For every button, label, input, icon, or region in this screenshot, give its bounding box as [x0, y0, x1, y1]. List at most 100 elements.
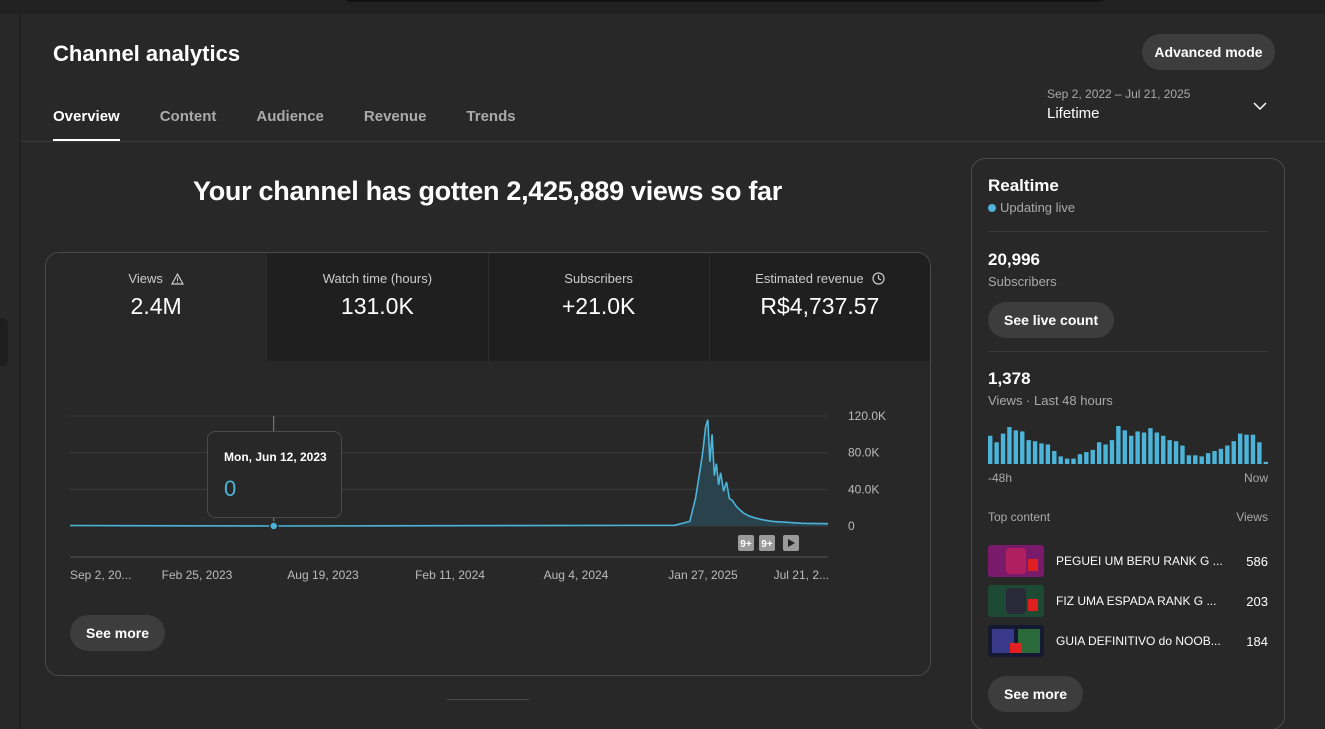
metric-label: Watch time (hours): [322, 271, 433, 286]
metric-label: Subscribers: [564, 271, 633, 286]
sidebar-divider: [19, 14, 21, 729]
realtime-views-bar-chart[interactable]: [988, 424, 1270, 464]
metric-subscribers[interactable]: Subscribers +21.0K: [487, 253, 709, 361]
realtime-bar: [994, 442, 999, 464]
live-dot-icon: [988, 203, 996, 212]
realtime-bar: [1000, 433, 1006, 464]
metric-revenue[interactable]: Estimated revenue R$4,737.57: [708, 253, 930, 361]
realtime-bar: [1026, 440, 1031, 464]
video-title[interactable]: PEGUEI UM BERU RANK G ...: [1056, 554, 1223, 568]
realtime-bar: [1020, 431, 1025, 464]
metric-label: Views: [128, 271, 163, 286]
realtime-bar: [1231, 441, 1236, 464]
realtime-bar: [1103, 444, 1108, 464]
video-thumbnail[interactable]: [988, 625, 1044, 657]
y-tick-label: 120.0K: [848, 409, 886, 423]
x-tick-label: Jan 27, 2025: [668, 568, 738, 582]
views-line: [69, 419, 829, 527]
y-tick-label: 0: [848, 519, 855, 533]
tab-audience[interactable]: Audience: [256, 108, 324, 125]
realtime-bar: [1225, 445, 1230, 464]
svg-text:9+: 9+: [761, 539, 773, 550]
page-title: Channel analytics: [53, 41, 241, 66]
realtime-bar: [1244, 434, 1249, 464]
x-tick-label: Jul 21, 2...: [774, 568, 829, 582]
realtime-bar: [1161, 435, 1166, 464]
annotation-marker[interactable]: 9+: [759, 535, 775, 551]
realtime-views: 1,378: [988, 369, 1031, 388]
realtime-views-label: Views · Last 48 hours: [988, 393, 1113, 408]
realtime-bar: [1116, 426, 1121, 464]
realtime-subscribers-label: Subscribers: [988, 274, 1057, 289]
warning-icon[interactable]: [170, 272, 184, 285]
video-title[interactable]: GUIA DEFINITIVO do NOOB...: [1056, 634, 1221, 648]
top-content-row[interactable]: FIZ UMA ESPADA RANK G ... 203: [988, 585, 1268, 617]
topbar: [0, 0, 1325, 14]
views-headline: Your channel has gotten 2,425,889 views …: [193, 176, 782, 206]
realtime-bar: [1109, 440, 1115, 464]
realtime-bar: [1007, 427, 1012, 464]
search-bar-edge[interactable]: [345, 0, 1105, 2]
x-tick-label: Aug 4, 2024: [544, 568, 609, 582]
video-views: 586: [1246, 553, 1268, 569]
hover-point: [268, 521, 279, 531]
realtime-see-more-button[interactable]: See more: [988, 676, 1084, 712]
realtime-bar: [1173, 441, 1179, 464]
annotation-marker[interactable]: 9+: [738, 535, 754, 551]
video-thumbnail[interactable]: [988, 585, 1044, 617]
metric-value: +21.0K: [561, 293, 636, 319]
realtime-bar: [1052, 450, 1057, 464]
top-content-row[interactable]: GUIA DEFINITIVO do NOOB... 184: [988, 625, 1268, 657]
chart-tooltip: Mon, Jun 12, 2023 0: [207, 431, 342, 518]
realtime-bar: [1122, 430, 1127, 464]
tab-revenue[interactable]: Revenue: [363, 108, 427, 125]
video-views: 203: [1246, 593, 1268, 609]
realtime-bar: [1135, 431, 1140, 464]
views-chart[interactable]: 0 40.0K 80.0K 120.0K Sep 2, 20... Feb 25, 202…: [46, 361, 931, 601]
mini-axis-end: Now: [1243, 471, 1268, 485]
realtime-bar: [1084, 452, 1089, 464]
realtime-bar: [1032, 441, 1038, 464]
see-more-button[interactable]: See more: [70, 615, 166, 651]
realtime-bar: [1090, 449, 1095, 464]
metric-label: Estimated revenue: [755, 271, 864, 286]
tab-trends[interactable]: Trends: [466, 108, 516, 125]
chevron-down-icon[interactable]: [1252, 98, 1268, 114]
realtime-status-text: Updating live: [1000, 200, 1076, 215]
tab-overview[interactable]: Overview: [53, 108, 120, 141]
realtime-bar: [1186, 455, 1192, 464]
realtime-bar: [1257, 442, 1262, 464]
realtime-bar: [1141, 432, 1147, 464]
metric-watch-time[interactable]: Watch time (hours) 131.0K: [266, 253, 488, 361]
video-title[interactable]: FIZ UMA ESPADA RANK G ...: [1056, 594, 1217, 608]
tab-content[interactable]: Content: [159, 108, 217, 125]
see-live-count-button[interactable]: See live count: [988, 302, 1115, 338]
metric-views[interactable]: Views 2.4M: [46, 253, 267, 361]
realtime-bar: [1218, 448, 1224, 464]
realtime-bar: [1096, 442, 1102, 464]
x-tick-label: Sep 2, 20...: [70, 568, 131, 582]
top-content-header: Top content: [988, 510, 1051, 524]
top-content-row[interactable]: PEGUEI UM BERU RANK G ... 586: [988, 545, 1268, 577]
realtime-bar: [1039, 443, 1044, 464]
realtime-bar: [1071, 458, 1076, 464]
scroll-indicator: [447, 699, 529, 700]
realtime-bar: [1013, 430, 1019, 464]
divider: [988, 231, 1268, 232]
y-tick-label: 40.0K: [848, 482, 879, 496]
realtime-bar: [1077, 454, 1083, 464]
realtime-bar: [988, 435, 993, 464]
metric-revenue-label-row: Estimated revenue: [710, 271, 930, 286]
overview-card: Views 2.4M Watch time (hours) 131.0K Sub…: [45, 252, 931, 676]
realtime-bar: [1154, 432, 1160, 464]
realtime-bar: [1263, 461, 1268, 464]
clock-icon[interactable]: [871, 272, 885, 285]
date-range-selector[interactable]: Sep 2, 2022 – Jul 21, 2025 Lifetime: [1047, 87, 1190, 122]
advanced-mode-button[interactable]: Advanced mode: [1142, 34, 1275, 70]
top-content-views-header: Views: [1236, 510, 1268, 524]
realtime-card: Realtime Updating live 20,996 Subscriber…: [971, 158, 1285, 729]
sidebar-collapse-handle[interactable]: [0, 318, 8, 366]
video-marker-icon[interactable]: [783, 535, 799, 551]
video-thumbnail[interactable]: [988, 545, 1044, 577]
realtime-bar: [1045, 444, 1051, 464]
